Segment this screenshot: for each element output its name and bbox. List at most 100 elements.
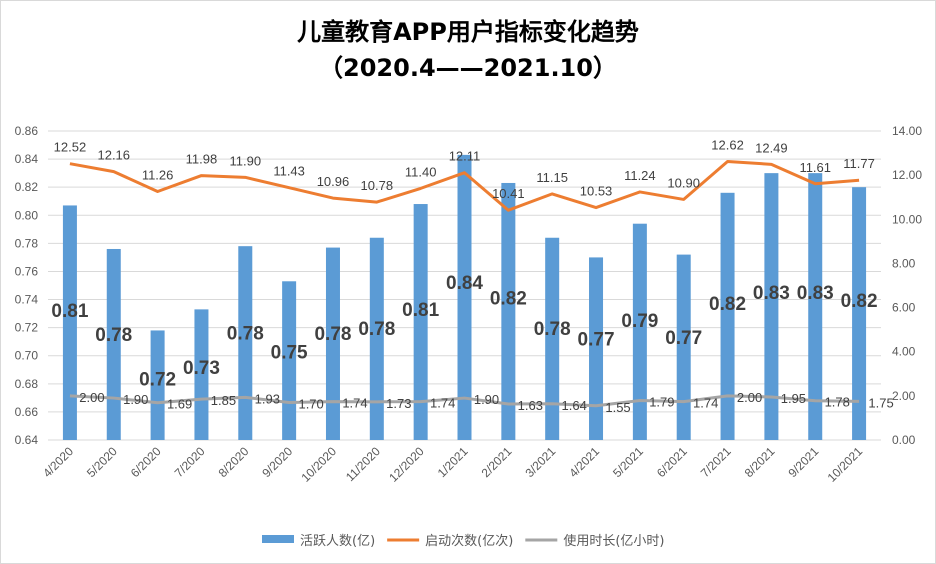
- x-tick-label: 8/2020: [216, 444, 252, 480]
- bar-data-label: 0.78: [534, 319, 571, 340]
- bar-active-users: [501, 182, 516, 440]
- left-tick-label: 0.78: [15, 236, 39, 250]
- bar-data-label: 0.78: [95, 325, 132, 346]
- line-data-label: 11.15: [536, 170, 568, 185]
- bar-data-label: 0.79: [621, 311, 658, 332]
- left-tick-label: 0.66: [15, 405, 39, 419]
- right-tick-label: 2.00: [892, 389, 916, 403]
- x-tick-label: 12/2020: [386, 444, 427, 485]
- right-tick-label: 0.00: [892, 433, 916, 447]
- line-data-label: 1.85: [211, 393, 236, 408]
- x-tick-label: 9/2021: [786, 444, 822, 480]
- bar-data-label: 0.78: [227, 323, 264, 344]
- bar-data-label: 0.78: [314, 324, 351, 345]
- bar-data-label: 0.82: [841, 291, 878, 312]
- bar-active-users: [808, 173, 823, 441]
- line-data-label: 1.55: [605, 400, 630, 415]
- line-data-label: 1.79: [649, 394, 674, 409]
- right-tick-label: 12.00: [892, 168, 922, 182]
- x-tick-label: 5/2021: [610, 444, 646, 480]
- chart-subtitle: （2020.4——2021.10）: [319, 54, 617, 82]
- x-tick-label: 6/2020: [128, 444, 164, 480]
- line-data-label: 12.62: [711, 137, 744, 152]
- bar-data-label: 0.77: [665, 328, 702, 349]
- bar-data-label: 0.81: [51, 301, 88, 322]
- line-data-label: 1.70: [298, 396, 323, 411]
- line-data-label: 1.78: [825, 395, 850, 410]
- line-data-label: 1.64: [562, 398, 587, 413]
- x-tick-label: 1/2021: [435, 444, 471, 480]
- bar-active-users: [150, 330, 165, 440]
- bar-active-users: [720, 192, 735, 440]
- legend-label: 使用时长(亿小时): [563, 533, 664, 549]
- line-data-label: 11.24: [624, 168, 656, 183]
- line-data-label: 10.96: [317, 174, 350, 189]
- x-tick-label: 7/2020: [172, 444, 208, 480]
- bar-data-label: 0.81: [402, 300, 439, 321]
- line-data-label: 10.41: [492, 186, 525, 201]
- bar-active-users: [238, 246, 253, 440]
- bar-data-label: 0.83: [797, 283, 834, 304]
- bar-active-users: [676, 254, 691, 440]
- bar-data-label: 0.84: [446, 273, 483, 294]
- bar-active-users: [282, 281, 297, 440]
- x-tick-label: 2/2021: [479, 444, 515, 480]
- bar-active-users: [545, 237, 560, 440]
- x-tick-label: 9/2020: [259, 444, 295, 480]
- chart-title: 儿童教育APP用户指标变化趋势: [297, 18, 639, 46]
- line-data-label: 1.74: [693, 396, 718, 411]
- bar-active-users: [106, 248, 121, 440]
- x-tick-label: 4/2021: [566, 444, 602, 480]
- line-data-label: 11.61: [799, 160, 831, 175]
- line-data-label: 10.53: [580, 184, 613, 199]
- line-data-label: 12.52: [54, 140, 87, 155]
- line-data-label: 11.26: [142, 167, 174, 182]
- line-data-label: 1.93: [255, 391, 280, 406]
- bar-active-users: [325, 247, 340, 440]
- line-launches: [69, 159, 860, 212]
- left-tick-label: 0.80: [15, 208, 39, 222]
- line-data-label: 2.00: [737, 390, 762, 405]
- bar-data-label: 0.75: [271, 343, 308, 364]
- left-tick-label: 0.84: [15, 152, 39, 166]
- right-tick-label: 4.00: [892, 345, 916, 359]
- left-tick-label: 0.70: [15, 349, 39, 363]
- line-data-label: 11.40: [405, 164, 437, 179]
- left-tick-label: 0.86: [15, 124, 39, 138]
- line-data-label: 12.16: [97, 148, 130, 163]
- line-data-label: 11.90: [230, 153, 262, 168]
- bar-data-label: 0.78: [358, 319, 395, 340]
- x-tick-label: 5/2020: [84, 444, 120, 480]
- legend-label: 启动次数(亿次): [425, 533, 513, 549]
- line-data-label: 1.90: [123, 392, 148, 407]
- x-tick-label: 10/2021: [825, 444, 866, 485]
- bar-active-users: [413, 204, 428, 440]
- left-tick-label: 0.64: [15, 433, 39, 447]
- line-data-label: 11.98: [186, 152, 218, 167]
- bar-active-users: [369, 237, 384, 440]
- x-tick-label: 4/2020: [40, 444, 76, 480]
- right-tick-label: 6.00: [892, 301, 916, 315]
- bar-data-label: 0.73: [183, 358, 220, 379]
- line-data-label: 1.63: [518, 398, 543, 413]
- bar-data-label: 0.77: [578, 330, 615, 351]
- line-data-label: 12.11: [449, 149, 481, 164]
- bar-active-users: [589, 257, 604, 440]
- line-data-label: 1.75: [868, 395, 893, 410]
- left-tick-label: 0.76: [15, 264, 39, 278]
- x-tick-label: 3/2021: [522, 444, 558, 480]
- line-data-label: 2.00: [79, 390, 104, 405]
- bar-data-label: 0.72: [139, 370, 176, 391]
- right-tick-label: 8.00: [892, 256, 916, 270]
- x-tick-label: 7/2021: [698, 444, 734, 480]
- right-tick-label: 14.00: [892, 124, 922, 138]
- bar-data-label: 0.83: [753, 283, 790, 304]
- bar-active-users: [457, 154, 472, 441]
- bar-active-users: [764, 173, 779, 441]
- line-data-label: 10.90: [667, 175, 700, 190]
- line-data-label: 1.74: [342, 396, 367, 411]
- legend-swatch: [262, 535, 294, 543]
- bar-active-users: [62, 205, 77, 440]
- line-duration: [69, 394, 860, 408]
